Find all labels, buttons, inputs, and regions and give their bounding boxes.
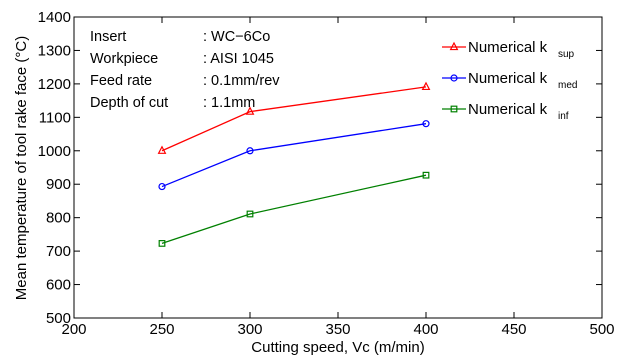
- x-tick-label: 500: [589, 321, 614, 338]
- x-tick-label: 200: [61, 321, 86, 338]
- info-value: : AISI 1045: [203, 51, 274, 67]
- legend-subscript: inf: [558, 111, 569, 122]
- data-point-sup: [421, 81, 431, 91]
- data-point-inf: [158, 240, 166, 247]
- x-tick-label: 450: [501, 321, 526, 338]
- data-point-med: [158, 182, 166, 191]
- legend-entry-inf: Numerical k inf: [442, 101, 569, 122]
- y-tick-label: 500: [46, 310, 71, 327]
- y-tick-label: 900: [46, 176, 71, 193]
- series-sup: [157, 81, 431, 154]
- legend-marker-square: [450, 105, 458, 113]
- y-tick-label: 1100: [39, 109, 71, 126]
- series-inf: [158, 171, 430, 247]
- info-annotation: Insert : WC−6Co Workpiece : AISI 1045 Feed r…: [90, 29, 280, 111]
- x-tick-label: 300: [237, 321, 262, 338]
- data-point-inf: [422, 171, 430, 179]
- series-layer: [157, 81, 431, 247]
- x-tick-label: 250: [149, 321, 174, 338]
- y-axis-label: Mean temperature of tool rake face (°C): [13, 36, 30, 300]
- info-value: : 1.1mm: [203, 95, 255, 111]
- y-tick-label: 1400: [38, 9, 71, 26]
- info-value: : 0.1mm/rev: [203, 73, 280, 89]
- y-tick-label: 1200: [38, 76, 71, 93]
- y-tick-label: 1300: [38, 42, 71, 59]
- data-point-inf: [246, 210, 254, 218]
- y-tick-label: 700: [46, 243, 71, 260]
- legend: Numerical k sup Numerical k med Numerical k i…: [442, 39, 577, 122]
- x-tick-label: 400: [413, 321, 438, 338]
- info-value: : WC−6Co: [203, 29, 270, 45]
- legend-marker-circle: [450, 74, 458, 82]
- series-line-inf: [161, 174, 427, 245]
- info-label: Feed rate: [90, 73, 152, 89]
- legend-entry-med: Numerical k med: [442, 70, 577, 91]
- x-axis-label: Cutting speed, Vc (m/min): [251, 339, 424, 356]
- series-line-sup: [161, 86, 427, 152]
- legend-marker-triangle: [449, 41, 459, 51]
- data-point-sup: [245, 106, 255, 115]
- y-axis: 500 600 700 800 900 1000 1100 1200 1300 1400: [38, 9, 602, 327]
- legend-label: Numerical k: [468, 101, 548, 118]
- data-point-sup: [157, 145, 167, 154]
- legend-subscript: sup: [558, 49, 575, 60]
- info-label: Workpiece: [90, 51, 158, 67]
- data-point-med: [422, 120, 430, 128]
- x-tick-label: 350: [325, 321, 350, 338]
- info-label: Depth of cut: [90, 95, 168, 111]
- legend-label: Numerical k: [468, 70, 548, 87]
- legend-subscript: med: [558, 80, 577, 91]
- y-tick-label: 800: [46, 210, 71, 227]
- data-point-med: [246, 147, 254, 155]
- series-line-med: [161, 123, 427, 188]
- series-med: [158, 120, 430, 191]
- y-tick-label: 1000: [38, 143, 71, 160]
- x-axis: 200 250 300 350 400 450 500: [61, 17, 615, 338]
- legend-label: Numerical k: [468, 39, 548, 56]
- legend-entry-sup: Numerical k sup: [442, 39, 575, 60]
- y-tick-label: 600: [46, 277, 71, 294]
- info-label: Insert: [90, 29, 126, 45]
